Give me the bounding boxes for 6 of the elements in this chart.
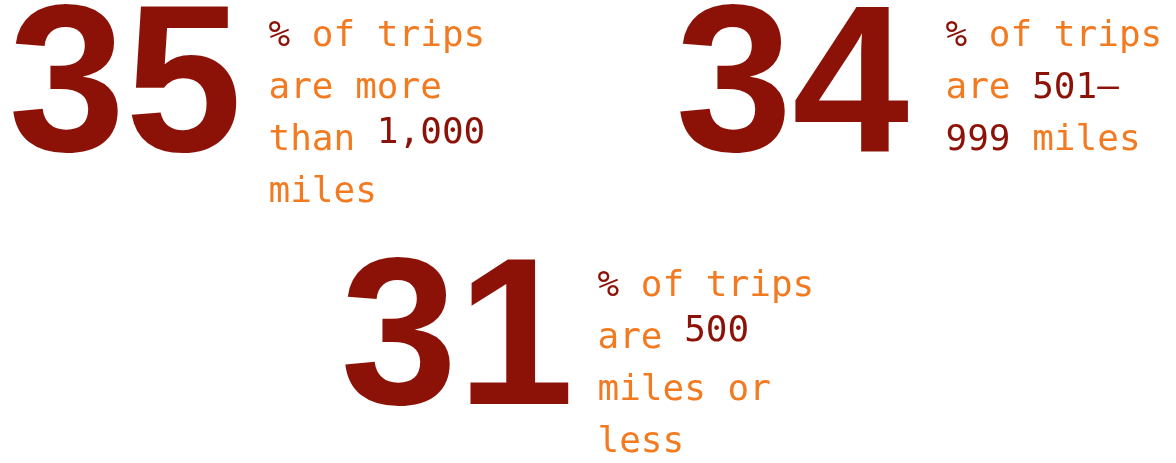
category-label: % of trips are 501–999 miles	[945, 12, 1163, 158]
data-label: 31	[340, 213, 575, 449]
data-label: 34	[675, 0, 910, 196]
category-label: % of trips are more than 1,000 miles	[268, 12, 486, 210]
data-label: 35	[8, 0, 243, 196]
category-label: % of trips are 500 miles or less	[597, 262, 815, 460]
